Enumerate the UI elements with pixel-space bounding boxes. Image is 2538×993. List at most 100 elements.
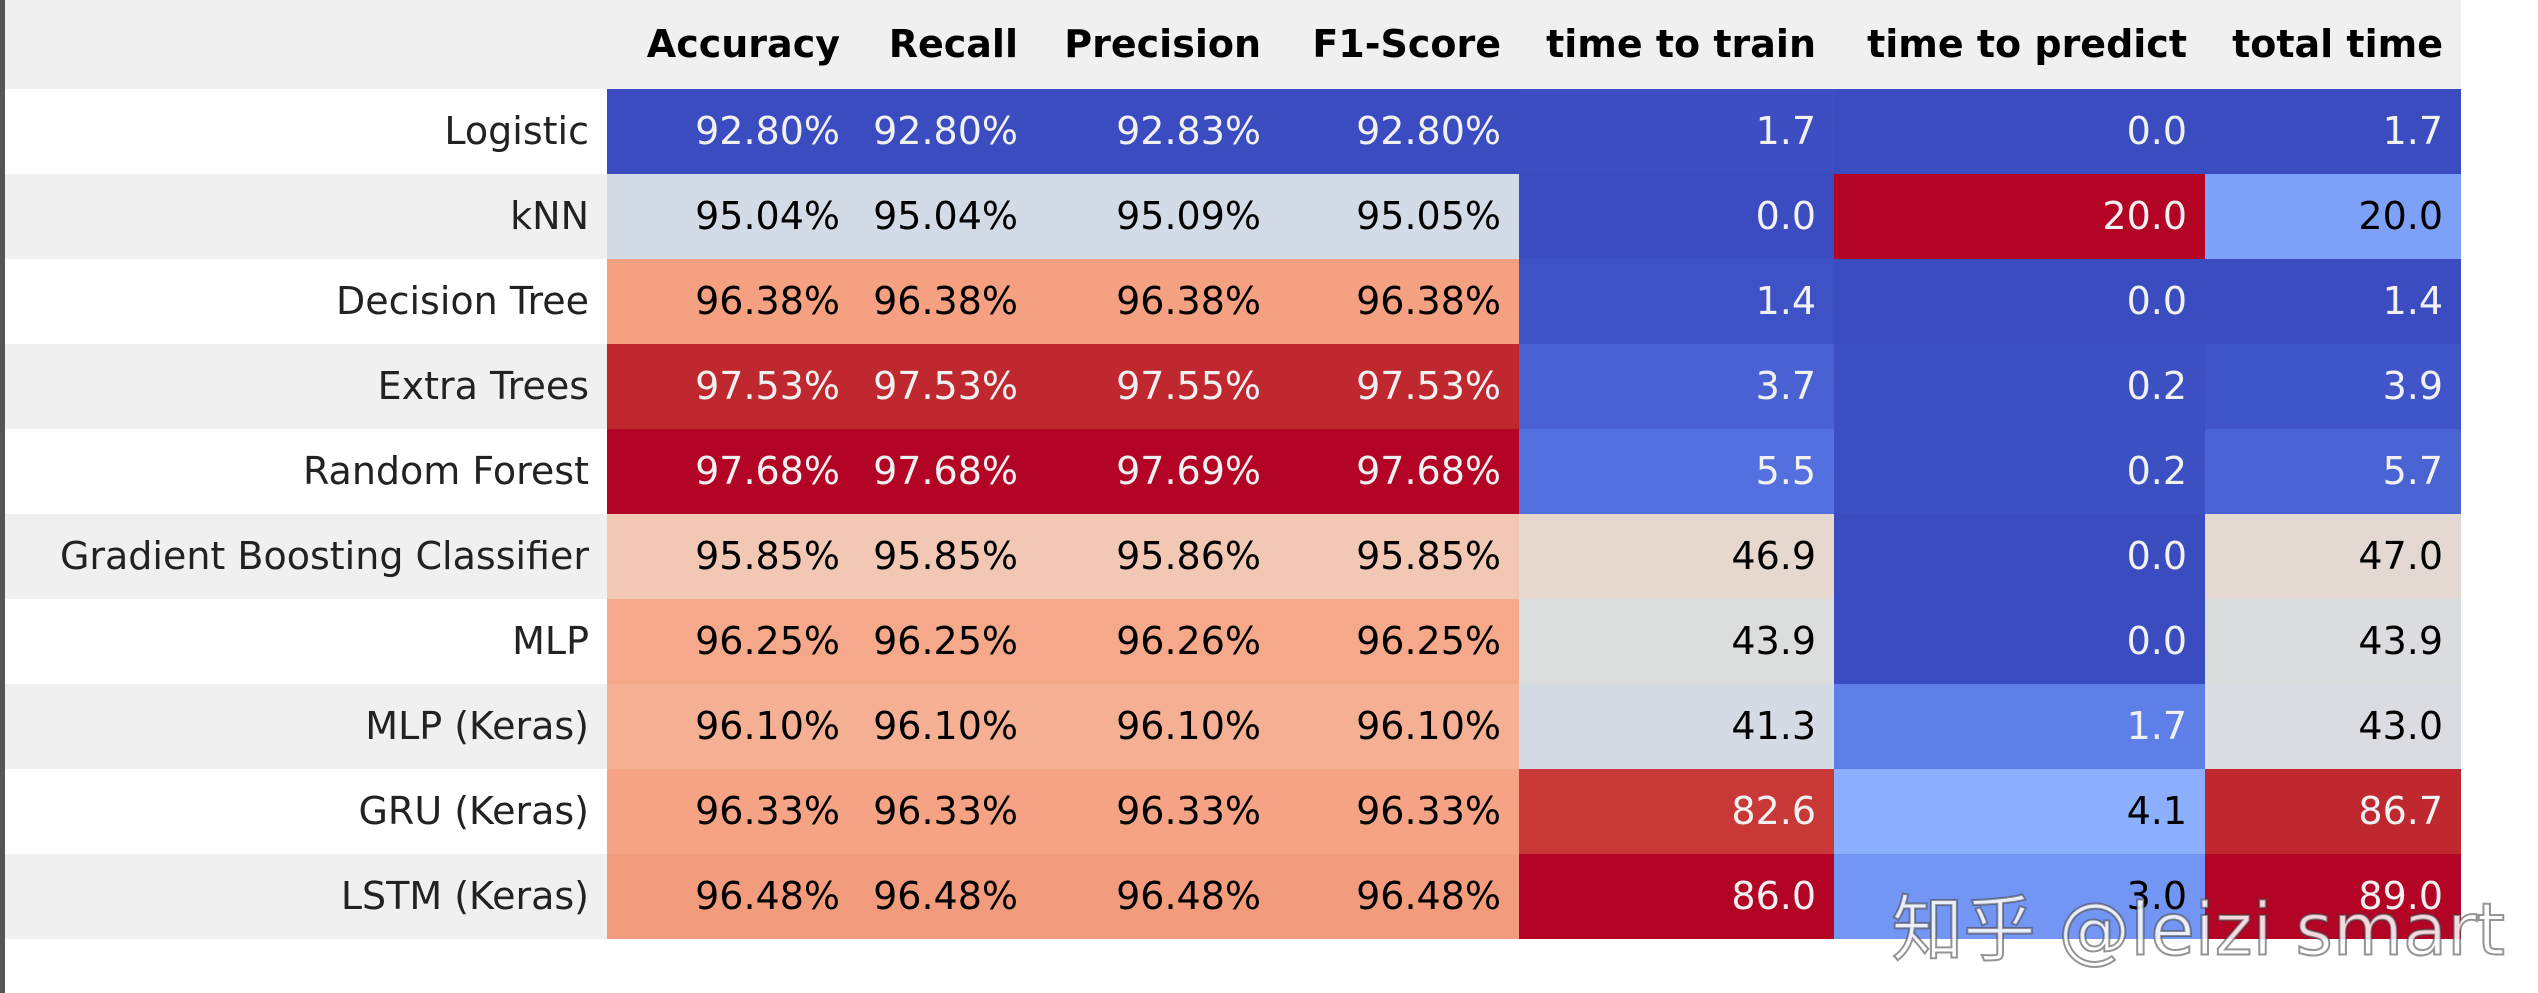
- cell-bg: [1036, 684, 1279, 769]
- row-label-bg: [5, 854, 607, 939]
- cell-value: 3.0: [2127, 874, 2187, 918]
- cell-value: 43.9: [2358, 619, 2443, 663]
- cell-value: 96.25%: [873, 619, 1018, 663]
- cell-bg: [1036, 854, 1279, 939]
- cell-value: 0.0: [2127, 279, 2187, 323]
- cell-bg: [858, 174, 1036, 259]
- cell-bg: [1519, 89, 1834, 174]
- cell-bg: [1279, 854, 1519, 939]
- cell-bg: [858, 89, 1036, 174]
- cell-value: 86.7: [2358, 789, 2443, 833]
- column-header: Recall: [889, 22, 1018, 66]
- cell-value: 95.85%: [873, 534, 1018, 578]
- cell-value: 0.0: [1756, 194, 1816, 238]
- cell-bg: [1834, 769, 2205, 854]
- cell-value: 1.7: [1756, 109, 1816, 153]
- cell-bg: [1519, 684, 1834, 769]
- row-label-bg: [5, 684, 607, 769]
- cell-value: 97.68%: [695, 449, 840, 493]
- cell-value: 92.80%: [1356, 109, 1501, 153]
- header-bg: [5, 0, 2461, 89]
- column-header: total time: [2232, 22, 2443, 66]
- cell-bg: [1279, 599, 1519, 684]
- cell-bg: [2205, 854, 2461, 939]
- cell-value: 96.25%: [695, 619, 840, 663]
- cell-bg: [1279, 344, 1519, 429]
- cell-bg: [607, 769, 858, 854]
- cell-value: 46.9: [1731, 534, 1816, 578]
- cell-bg: [858, 769, 1036, 854]
- cell-bg: [607, 854, 858, 939]
- cell-bg: [1519, 429, 1834, 514]
- cell-value: 0.2: [2127, 449, 2187, 493]
- cell-value: 96.33%: [695, 789, 840, 833]
- cell-value: 4.1: [2127, 789, 2187, 833]
- cell-value: 0.2: [2127, 364, 2187, 408]
- cell-bg: [607, 514, 858, 599]
- cell-bg: [607, 344, 858, 429]
- row-label-bg: [5, 429, 607, 514]
- cell-value: 96.38%: [1356, 279, 1501, 323]
- cell-value: 96.48%: [695, 874, 840, 918]
- cell-value: 96.48%: [873, 874, 1018, 918]
- cell-value: 97.53%: [695, 364, 840, 408]
- cell-bg: [1036, 89, 1279, 174]
- cell-bg: [607, 429, 858, 514]
- cell-value: 96.10%: [873, 704, 1018, 748]
- cell-bg: [1279, 89, 1519, 174]
- cell-bg: [2205, 684, 2461, 769]
- cell-value: 95.04%: [695, 194, 840, 238]
- cell-bg: [1519, 769, 1834, 854]
- cell-bg: [1036, 599, 1279, 684]
- cell-bg: [2205, 514, 2461, 599]
- cell-value: 3.7: [1756, 364, 1816, 408]
- cell-bg: [1519, 599, 1834, 684]
- row-label: MLP: [512, 619, 589, 663]
- cell-bg: [2205, 599, 2461, 684]
- column-header: time to train: [1546, 22, 1816, 66]
- cell-bg: [1834, 89, 2205, 174]
- row-label: Random Forest: [303, 449, 589, 493]
- cell-value: 97.53%: [1356, 364, 1501, 408]
- row-label: MLP (Keras): [365, 704, 589, 748]
- cell-bg: [2205, 259, 2461, 344]
- cell-bg: [607, 599, 858, 684]
- cell-value: 95.86%: [1116, 534, 1261, 578]
- cell-bg: [2205, 344, 2461, 429]
- cell-bg: [1036, 769, 1279, 854]
- cell-value: 47.0: [2358, 534, 2443, 578]
- cell-value: 5.7: [2383, 449, 2443, 493]
- cell-bg: [1279, 769, 1519, 854]
- cell-bg: [858, 344, 1036, 429]
- cell-value: 96.33%: [1116, 789, 1261, 833]
- watermark: 知乎 @leizi smart: [1892, 888, 2505, 972]
- cell-bg: [858, 514, 1036, 599]
- cell-bg: [858, 854, 1036, 939]
- cell-value: 20.0: [2102, 194, 2187, 238]
- cell-value: 96.25%: [1356, 619, 1501, 663]
- cell-bg: [2205, 89, 2461, 174]
- cell-value: 96.38%: [1116, 279, 1261, 323]
- cell-bg: [1279, 514, 1519, 599]
- cell-bg: [2205, 174, 2461, 259]
- column-header: F1-Score: [1312, 22, 1501, 66]
- row-label: kNN: [510, 194, 589, 238]
- cell-bg: [1279, 684, 1519, 769]
- cell-value: 82.6: [1731, 789, 1816, 833]
- cell-value: 5.5: [1756, 449, 1816, 493]
- cell-bg: [607, 259, 858, 344]
- cell-value: 97.68%: [873, 449, 1018, 493]
- cell-value: 95.85%: [695, 534, 840, 578]
- cell-value: 96.48%: [1356, 874, 1501, 918]
- cell-value: 0.0: [2127, 534, 2187, 578]
- cell-value: 96.33%: [873, 789, 1018, 833]
- cell-value: 96.26%: [1116, 619, 1261, 663]
- cell-bg: [607, 89, 858, 174]
- cell-value: 0.0: [2127, 109, 2187, 153]
- cell-value: 43.9: [1731, 619, 1816, 663]
- cell-value: 96.33%: [1356, 789, 1501, 833]
- cell-value: 92.80%: [873, 109, 1018, 153]
- cell-value: 92.83%: [1116, 109, 1261, 153]
